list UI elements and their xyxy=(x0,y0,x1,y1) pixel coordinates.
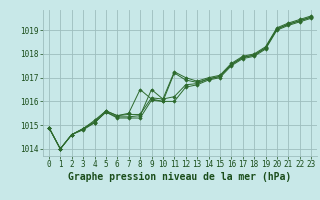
X-axis label: Graphe pression niveau de la mer (hPa): Graphe pression niveau de la mer (hPa) xyxy=(68,172,292,182)
